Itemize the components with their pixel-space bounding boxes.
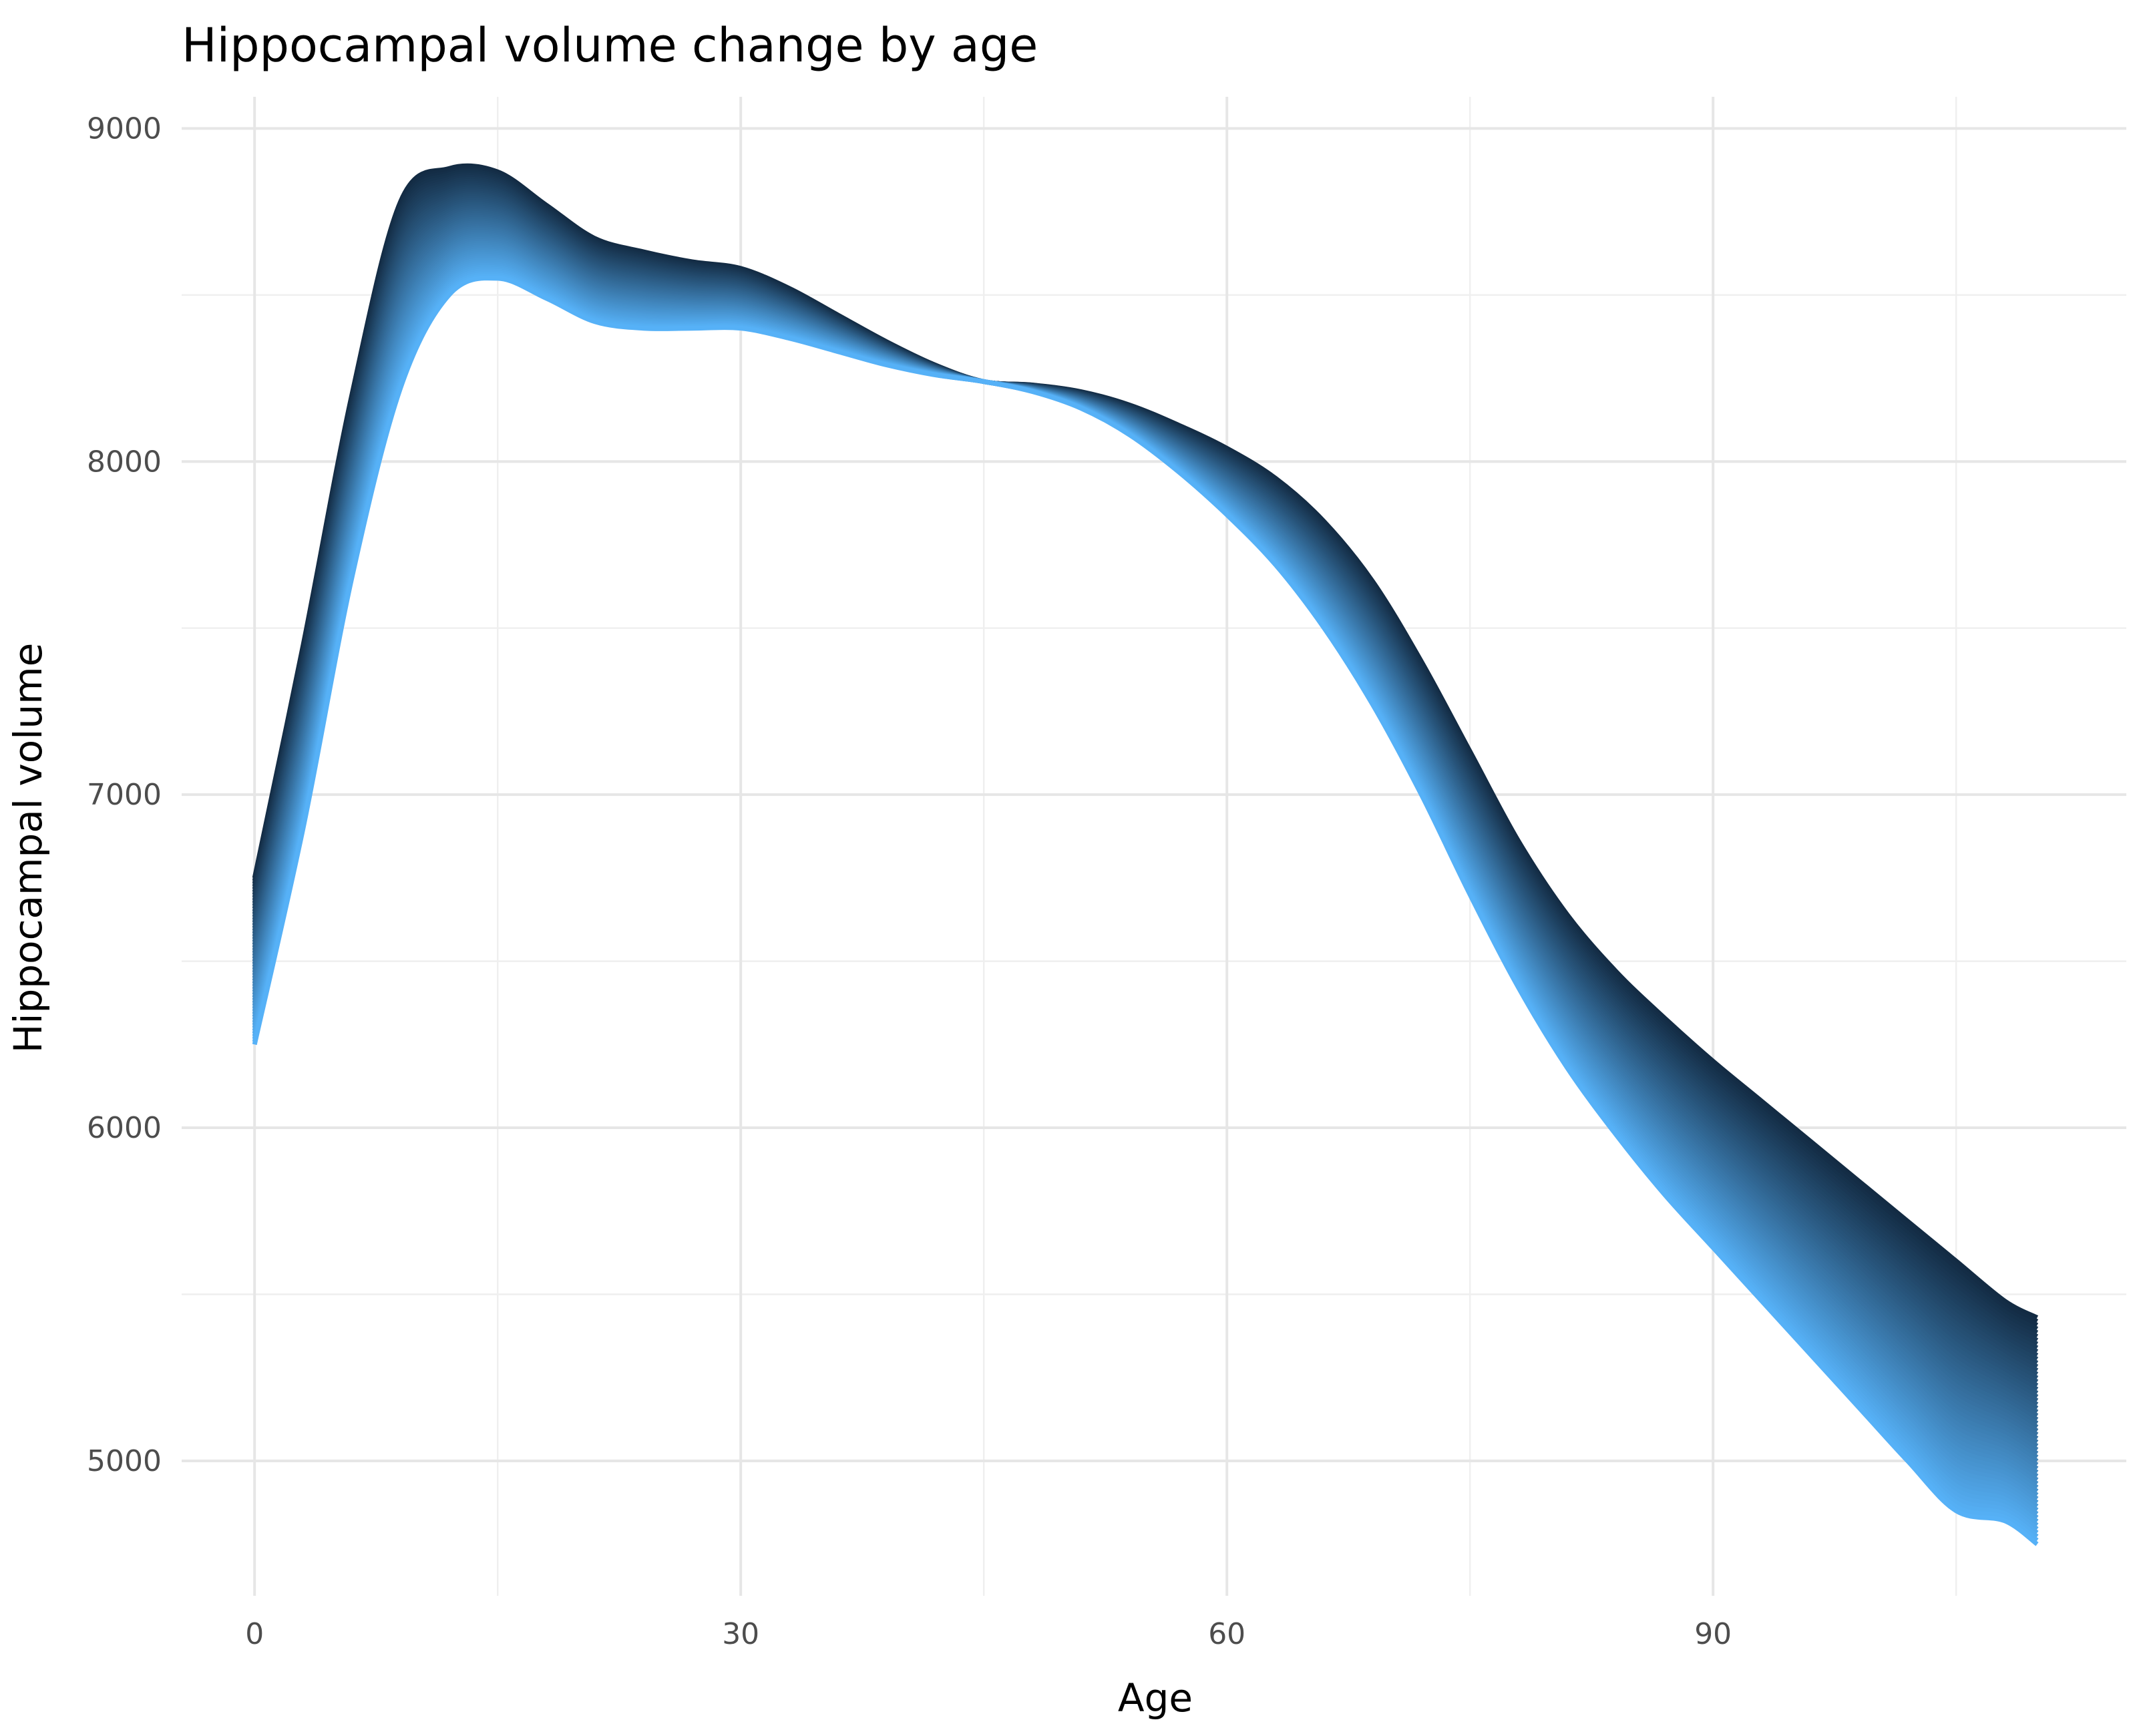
x-tick-label: 60 — [1208, 1617, 1245, 1651]
y-tick-label: 9000 — [87, 112, 162, 146]
data-band — [252, 163, 2039, 1546]
x-tick-label: 0 — [245, 1617, 264, 1651]
band-line — [252, 274, 2039, 1542]
band-line — [252, 268, 2039, 1531]
x-tick-label: 90 — [1694, 1617, 1732, 1651]
band-line — [252, 262, 2039, 1520]
grid — [182, 97, 2126, 1596]
x-axis-title: Age — [1118, 1675, 1193, 1721]
band-line — [252, 276, 2039, 1546]
band-line — [252, 266, 2039, 1528]
y-tick-label: 7000 — [87, 778, 162, 812]
band-line — [252, 272, 2039, 1539]
y-tick-label: 5000 — [87, 1444, 162, 1478]
chart-title: Hippocampal volume change by age — [182, 18, 1038, 73]
band-line — [252, 261, 2039, 1516]
band-line — [252, 264, 2039, 1524]
y-tick-label: 6000 — [87, 1111, 162, 1145]
y-tick-label: 8000 — [87, 445, 162, 479]
tick-labels: 0 30 60 90 5000 6000 7000 8000 9000 — [87, 112, 1732, 1651]
x-tick-label: 30 — [722, 1617, 759, 1651]
y-axis-title: Hippocampal volume — [5, 643, 51, 1054]
